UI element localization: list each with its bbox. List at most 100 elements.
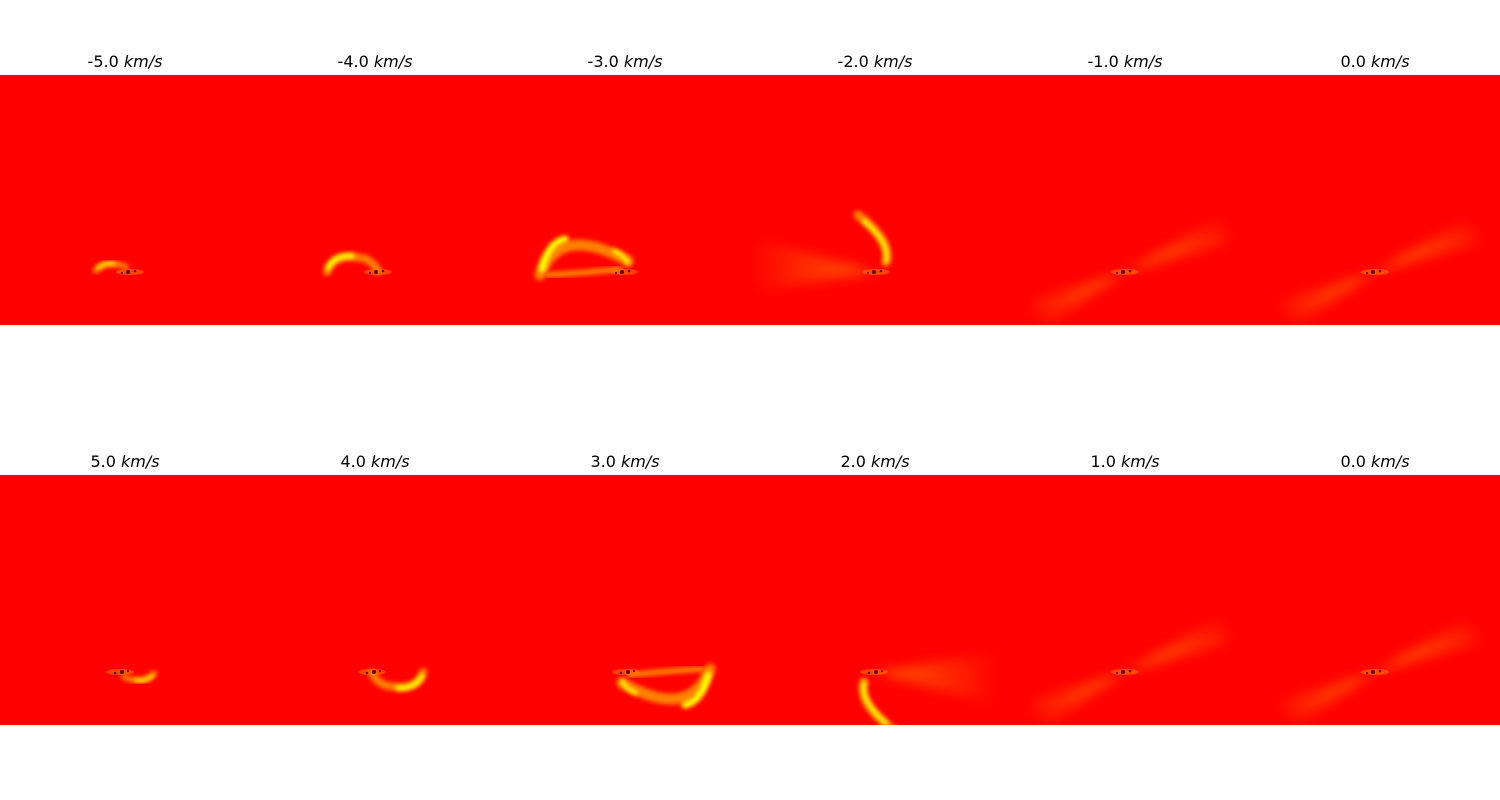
heatmap-background	[1000, 475, 1250, 725]
channel-velocity-label: 5.0	[90, 452, 121, 471]
emission-arc-tip	[612, 249, 630, 265]
channel-velocity-label: 2.0	[840, 452, 871, 471]
channel-unit-label: km/s	[1120, 452, 1160, 471]
channel-velocity-label: 0.0	[1340, 452, 1371, 471]
heatmap-background	[1000, 75, 1250, 325]
channel-heatmap	[750, 75, 1000, 325]
emission-arc	[95, 261, 116, 270]
heatmap-background	[0, 75, 250, 325]
channel-unit-label: km/s	[123, 52, 163, 71]
emission-arc	[861, 681, 888, 725]
outflow-lobe-b	[1030, 272, 1125, 325]
central-source-mark	[1361, 669, 1389, 675]
central-source-mark	[106, 669, 134, 675]
central-source-mark	[612, 669, 640, 675]
channel-heatmap	[1000, 475, 1250, 725]
channel-panel-2: -3.0 km/s	[500, 52, 750, 325]
emission-arc-inner	[627, 666, 705, 678]
channel-panel-8: 3.0 km/s	[500, 452, 750, 725]
heatmap-background	[750, 75, 1000, 325]
channel-velocity-label: 3.0	[590, 452, 621, 471]
channel-velocity-label: 1.0	[1090, 452, 1121, 471]
heatmap-background	[1250, 475, 1500, 725]
channel-heatmap	[1250, 475, 1500, 725]
channel-title: 3.0 km/s	[500, 452, 750, 471]
channel-title: 1.0 km/s	[1000, 452, 1250, 471]
channel-title: 0.0 km/s	[1250, 452, 1500, 471]
heatmap-background	[250, 75, 500, 325]
channel-unit-label: km/s	[373, 52, 413, 71]
channel-heatmap	[750, 475, 1000, 725]
channel-panel-11: 0.0 km/s	[1250, 452, 1500, 725]
channel-unit-label: km/s	[1370, 452, 1410, 471]
channel-title: -2.0 km/s	[750, 52, 1000, 71]
channel-velocity-label: 4.0	[340, 452, 371, 471]
channel-panel-6: 5.0 km/s	[0, 452, 250, 725]
emission-arc-inner	[545, 266, 623, 278]
channel-velocity-label: -3.0	[587, 52, 624, 71]
channel-panel-5: 0.0 km/s	[1250, 52, 1500, 325]
emission-arc	[134, 674, 155, 683]
heatmap-background	[1250, 75, 1500, 325]
channel-velocity-label: -2.0	[837, 52, 874, 71]
heatmap-background	[0, 475, 250, 725]
emission-arc	[538, 235, 569, 273]
channel-title: -1.0 km/s	[1000, 52, 1250, 71]
channel-heatmap	[0, 475, 250, 725]
channel-velocity-label: -1.0	[1087, 52, 1124, 71]
central-source-mark	[116, 269, 144, 275]
outflow-lobe-a	[1125, 617, 1230, 672]
emission-arc-tip	[620, 679, 638, 695]
channel-velocity-label: -4.0	[337, 52, 374, 71]
central-source-mark	[358, 669, 386, 675]
central-source-mark	[610, 269, 638, 275]
channel-heatmap	[0, 75, 250, 325]
central-source-mark	[364, 269, 392, 275]
central-source-mark	[860, 669, 888, 675]
channel-panel-0: -5.0 km/s	[0, 52, 250, 325]
channel-panel-1: -4.0 km/s	[250, 52, 500, 325]
central-source-mark	[1361, 269, 1389, 275]
channel-velocity-label: 0.0	[1340, 52, 1371, 71]
emission-arc	[862, 219, 889, 263]
outflow-lobe	[875, 652, 1000, 707]
outflow-lobe-a	[1125, 217, 1230, 272]
channel-title: 2.0 km/s	[750, 452, 1000, 471]
central-source-mark	[1111, 669, 1139, 675]
channel-heatmap	[500, 75, 750, 325]
channel-unit-label: km/s	[370, 452, 410, 471]
heatmap-background	[250, 475, 500, 725]
emission-arc	[681, 671, 712, 709]
channel-unit-label: km/s	[870, 452, 910, 471]
channel-title: -4.0 km/s	[250, 52, 500, 71]
channel-heatmap	[1250, 75, 1500, 325]
channel-map-row-bottom: 5.0 km/s 4.0 km/s 3.0 km/s 2.0 km/s 1.0 km/s…	[0, 452, 1500, 725]
outflow-lobe-b	[1280, 672, 1375, 725]
channel-title: -3.0 km/s	[500, 52, 750, 71]
outflow-lobe-b	[1280, 272, 1375, 325]
channel-unit-label: km/s	[873, 52, 913, 71]
channel-velocity-label: -5.0	[87, 52, 124, 71]
emission-arc	[395, 673, 425, 691]
outflow-lobe-b	[1030, 672, 1125, 725]
channel-title: 0.0 km/s	[1250, 52, 1500, 71]
outflow-lobe-a	[1375, 217, 1480, 272]
heatmap-background	[500, 75, 750, 325]
channel-panel-4: -1.0 km/s	[1000, 52, 1250, 325]
channel-panel-10: 1.0 km/s	[1000, 452, 1250, 725]
channel-heatmap	[250, 475, 500, 725]
outflow-lobe	[750, 237, 875, 292]
channel-panel-9: 2.0 km/s	[750, 452, 1000, 725]
channel-title: -5.0 km/s	[0, 52, 250, 71]
channel-unit-label: km/s	[120, 452, 160, 471]
channel-heatmap	[500, 475, 750, 725]
emission-arc	[325, 253, 355, 271]
channel-heatmap	[250, 75, 500, 325]
channel-unit-label: km/s	[1370, 52, 1410, 71]
channel-unit-label: km/s	[1123, 52, 1163, 71]
channel-map-row-top: -5.0 km/s -4.0 km/s -3.0 km/s -2.0 km/s -1.0…	[0, 52, 1500, 325]
channel-title: 4.0 km/s	[250, 452, 500, 471]
channel-heatmap	[1000, 75, 1250, 325]
channel-unit-label: km/s	[623, 52, 663, 71]
channel-panel-3: -2.0 km/s	[750, 52, 1000, 325]
